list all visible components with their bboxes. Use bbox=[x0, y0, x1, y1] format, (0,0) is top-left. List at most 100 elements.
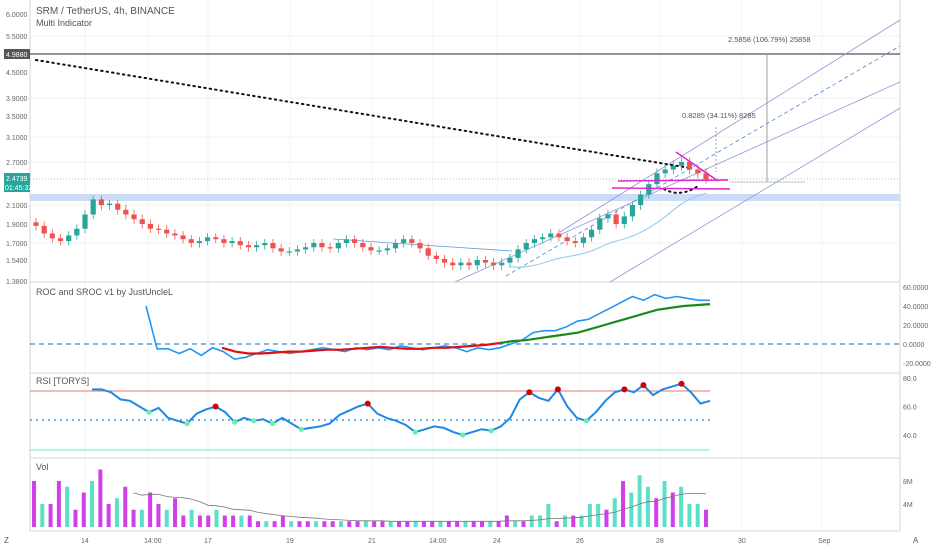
volume-bar bbox=[106, 504, 111, 527]
volume-bar bbox=[81, 492, 86, 527]
candle-body bbox=[155, 228, 162, 230]
volume-bar bbox=[629, 492, 634, 527]
vol-tick-label: 4M bbox=[903, 502, 913, 509]
rsi-trough-dot bbox=[146, 409, 152, 415]
time-tick-label: Sep bbox=[818, 538, 831, 545]
marked-price-label: 4.9880 bbox=[6, 52, 28, 59]
rsi-peak-dot bbox=[621, 386, 628, 393]
candle-body bbox=[368, 247, 374, 251]
time-tick-label: 14 bbox=[81, 538, 89, 545]
volume-bar bbox=[621, 481, 626, 527]
volume-bar bbox=[189, 509, 194, 527]
candle-body bbox=[458, 262, 464, 266]
time-tick-label: 14:00 bbox=[144, 538, 162, 545]
volume-bar bbox=[355, 521, 360, 527]
last-price-tag bbox=[4, 173, 30, 192]
volume-bar bbox=[496, 521, 501, 527]
candle-body bbox=[213, 237, 219, 240]
candle-body bbox=[605, 214, 611, 219]
price-tick-label: 5.5000 bbox=[6, 34, 28, 41]
price-tick-label: 1.9000 bbox=[6, 222, 28, 229]
volume-bar bbox=[73, 509, 78, 527]
volume-bar bbox=[587, 504, 592, 527]
volume-bar bbox=[670, 492, 675, 527]
volume-bar bbox=[65, 486, 70, 527]
roc-tick-label: 0.0000 bbox=[903, 342, 925, 349]
volume-bar bbox=[596, 504, 601, 527]
candle-body bbox=[556, 233, 562, 238]
candle-body bbox=[172, 233, 178, 236]
time-axis[interactable]: 14 14:00 17 19 21 14:00 24 26 28 30 Sep bbox=[81, 538, 831, 545]
axis-button-right[interactable]: A bbox=[913, 536, 919, 545]
time-tick-label: 19 bbox=[286, 538, 294, 545]
candle-body bbox=[343, 239, 350, 243]
support-band bbox=[30, 194, 900, 201]
candle-body bbox=[147, 224, 153, 229]
time-tick-label: 14:00 bbox=[429, 538, 447, 545]
rsi-peak-dot bbox=[640, 382, 647, 389]
candle-body bbox=[392, 243, 399, 249]
candle-body bbox=[33, 222, 39, 226]
volume-bar bbox=[538, 515, 543, 527]
rsi-trough-dot bbox=[251, 418, 257, 424]
dotted-curve bbox=[663, 185, 699, 194]
volume-bar bbox=[247, 515, 252, 527]
candle-body bbox=[401, 239, 407, 243]
price-tick-label: 6.0000 bbox=[6, 12, 28, 19]
volume-bar bbox=[421, 521, 426, 527]
candle-body bbox=[572, 241, 578, 243]
rsi-trough-dot bbox=[232, 419, 238, 425]
volume-bar bbox=[455, 521, 460, 527]
candle-body bbox=[638, 194, 644, 205]
candle-body bbox=[597, 218, 603, 230]
axis-button-left[interactable]: Z bbox=[4, 536, 9, 545]
candle-body bbox=[580, 237, 587, 243]
marked-price-tag bbox=[4, 49, 30, 59]
candle-body bbox=[678, 162, 685, 166]
roc-tick-label: 60.0000 bbox=[903, 285, 928, 292]
candle-body bbox=[670, 165, 676, 170]
volume-bar bbox=[695, 504, 700, 527]
candle-body bbox=[499, 262, 505, 266]
candle-body bbox=[515, 249, 521, 258]
vol-axis: 8M 4M bbox=[903, 479, 913, 509]
time-tick-label: 17 bbox=[204, 538, 212, 545]
volume-bar bbox=[679, 486, 684, 527]
candle-body bbox=[703, 173, 709, 180]
volume-bar bbox=[662, 481, 667, 527]
rsi-trough-dot bbox=[184, 421, 190, 427]
roc-axis: 60.0000 40.0000 20.0000 0.0000 -20.0000 bbox=[903, 285, 931, 368]
volume-bar bbox=[289, 521, 294, 527]
candle-body bbox=[589, 229, 595, 238]
price-axis[interactable]: 6.0000 5.5000 4.5000 3.9000 3.5000 3.1000 2.70… bbox=[6, 12, 28, 286]
volume-bar bbox=[504, 515, 509, 527]
volume-bar bbox=[363, 521, 368, 527]
candle-body bbox=[98, 199, 104, 205]
roc-pane-title: ROC and SROC v1 by JustUncleL bbox=[36, 287, 173, 297]
time-tick-label: 30 bbox=[738, 538, 746, 545]
channel-lower-2 bbox=[609, 107, 901, 283]
candle-body bbox=[245, 245, 252, 248]
price-tick-label: 1.3800 bbox=[6, 279, 28, 286]
measure-small-label: 0.8285 (34.11%) 8285 bbox=[682, 111, 756, 120]
volume-bar bbox=[554, 521, 559, 527]
time-tick-label: 24 bbox=[493, 538, 501, 545]
volume-bar bbox=[480, 521, 484, 527]
candle-body bbox=[139, 219, 145, 224]
volume-bar bbox=[645, 486, 650, 527]
volume-bar bbox=[56, 481, 61, 527]
pennant-line-2 bbox=[611, 187, 731, 190]
candle-body bbox=[629, 205, 636, 217]
last-price-label: 2.4739 bbox=[6, 176, 28, 183]
candle-body bbox=[180, 235, 186, 240]
candle-body bbox=[123, 209, 129, 215]
candle-body bbox=[115, 203, 121, 210]
volume-bar bbox=[430, 521, 435, 527]
price-tick-label: 1.7000 bbox=[6, 241, 28, 248]
price-tick-label: 3.5000 bbox=[6, 114, 28, 121]
pennant-top bbox=[675, 151, 719, 182]
candles-group bbox=[33, 157, 709, 271]
time-tick-label: 28 bbox=[656, 538, 664, 545]
